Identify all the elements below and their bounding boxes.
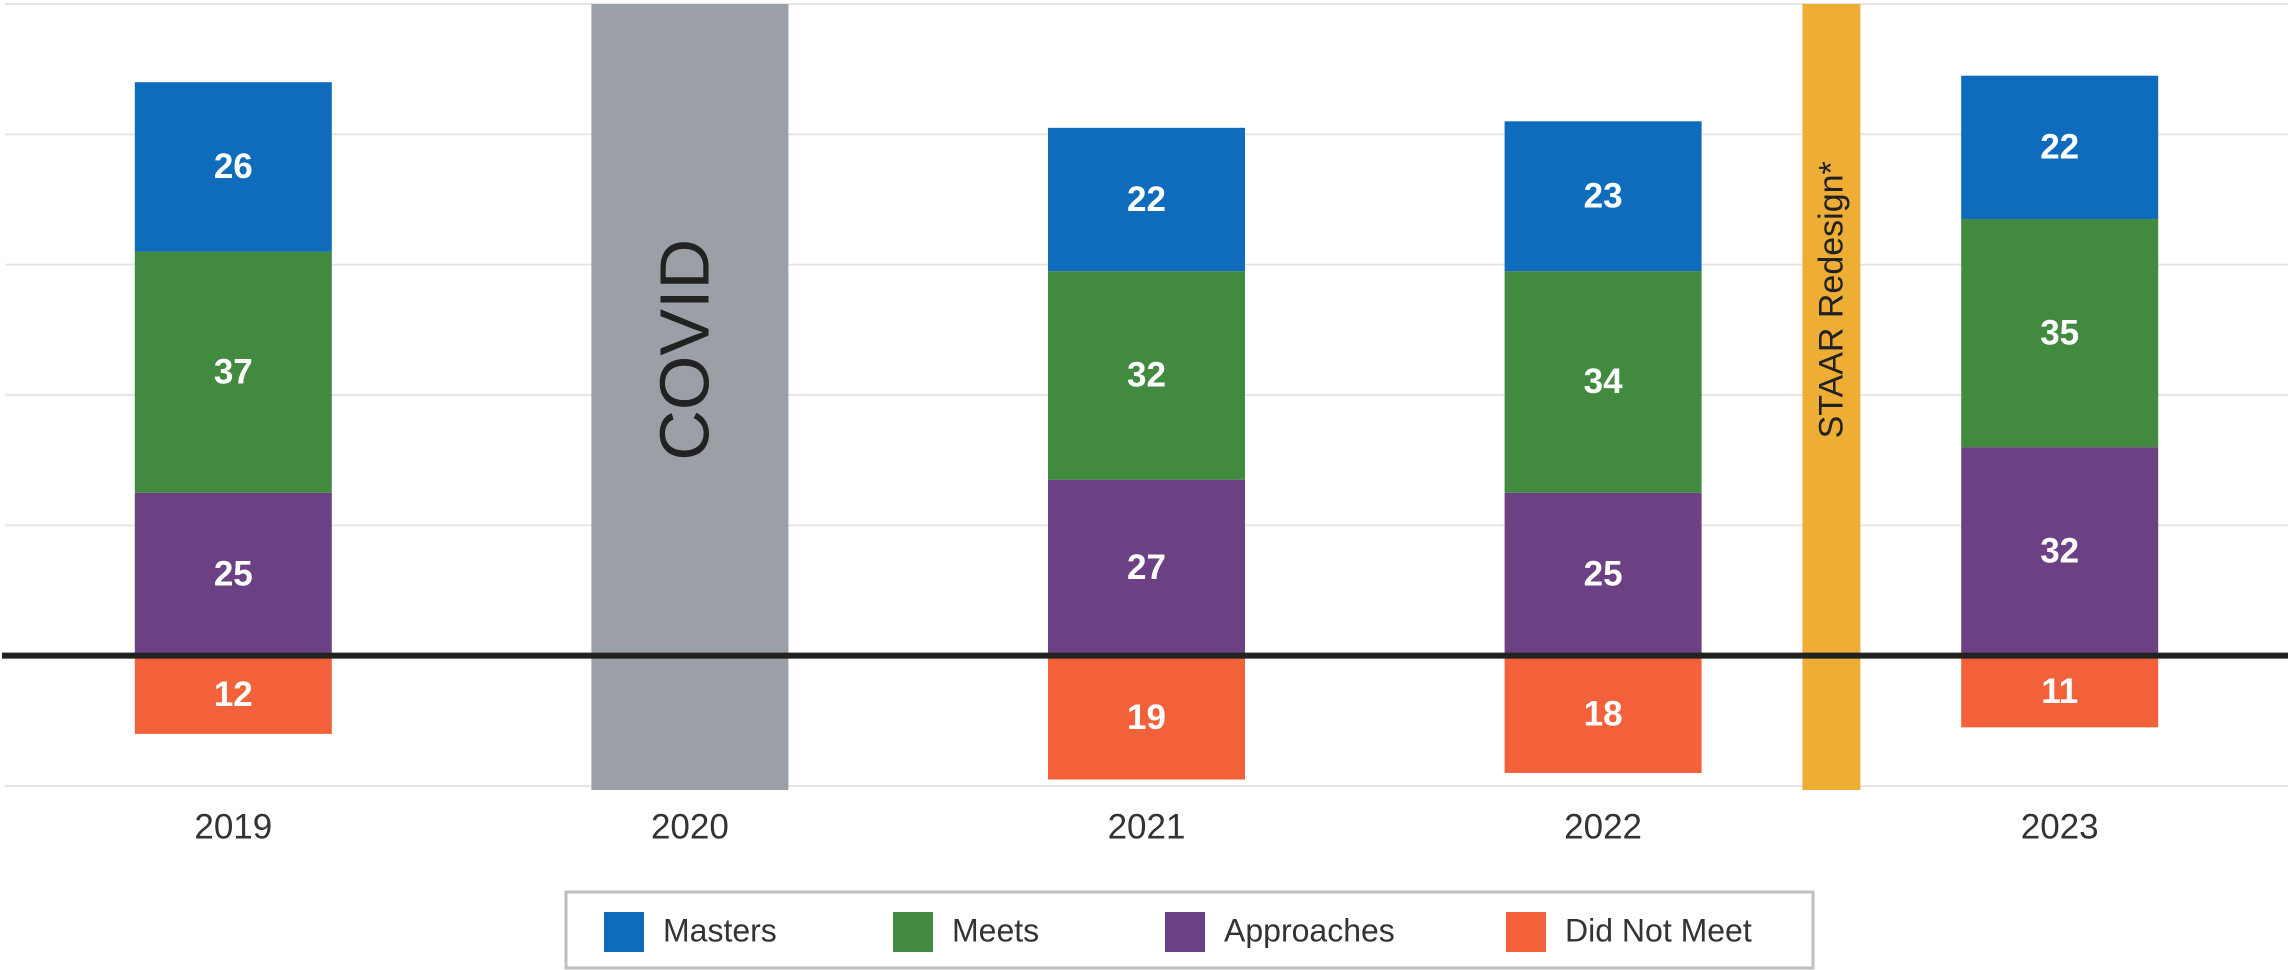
annotation-text: STAAR Redesign* <box>1812 161 1850 438</box>
data-label: 19 <box>1127 698 1166 737</box>
bar-segment <box>134 82 332 252</box>
legend-label: Approaches <box>1224 912 1395 948</box>
data-label: 32 <box>2040 532 2079 571</box>
bar-segment <box>134 492 332 656</box>
bar-segment <box>1961 655 2159 728</box>
bar-segment <box>1504 121 1702 272</box>
x-tick-label: 2020 <box>651 807 729 846</box>
bar-segment <box>1048 271 1245 480</box>
data-label: 32 <box>1127 356 1166 395</box>
bar-segment <box>1961 447 2159 656</box>
data-label: 12 <box>214 675 253 714</box>
data-label: 23 <box>1584 176 1623 215</box>
data-label: 37 <box>214 352 253 391</box>
bar-segment <box>134 251 332 493</box>
bar-segment <box>1504 271 1702 493</box>
data-label: 11 <box>2041 672 2078 711</box>
x-tick-label: 2019 <box>194 807 272 846</box>
bar-segment <box>1961 219 2159 448</box>
annotation-band <box>1802 4 1861 790</box>
x-tick-label: 2023 <box>2021 807 2099 846</box>
annotation-band <box>591 4 789 790</box>
legend-swatch <box>1506 912 1546 952</box>
data-label: 18 <box>1584 695 1623 734</box>
bar-segment <box>1961 75 2159 220</box>
data-label: 22 <box>1127 180 1166 219</box>
data-label: 26 <box>214 147 253 186</box>
annotation-text: COVID <box>645 239 723 461</box>
x-tick-label: 2022 <box>1564 807 1642 846</box>
data-label: 27 <box>1127 548 1166 587</box>
bar-segment <box>1048 127 1245 272</box>
legend-label: Meets <box>952 912 1039 948</box>
data-label: 34 <box>1584 362 1623 401</box>
bar-segment <box>1048 479 1245 656</box>
legend-swatch <box>604 912 644 952</box>
bar-segment <box>1048 655 1245 780</box>
data-label: 35 <box>2040 313 2079 352</box>
x-tick-label: 2021 <box>1108 807 1186 846</box>
bar-segment <box>1504 655 1702 773</box>
data-label: 22 <box>2040 128 2079 167</box>
legend-label: Did Not Meet <box>1565 912 1752 948</box>
legend-swatch <box>893 912 933 952</box>
data-label: 25 <box>1584 554 1623 593</box>
data-label: 25 <box>214 554 253 593</box>
legend-swatch <box>1165 912 1205 952</box>
bar-segment <box>1504 492 1702 656</box>
bar-segment <box>134 655 332 734</box>
legend-label: Masters <box>663 912 777 948</box>
